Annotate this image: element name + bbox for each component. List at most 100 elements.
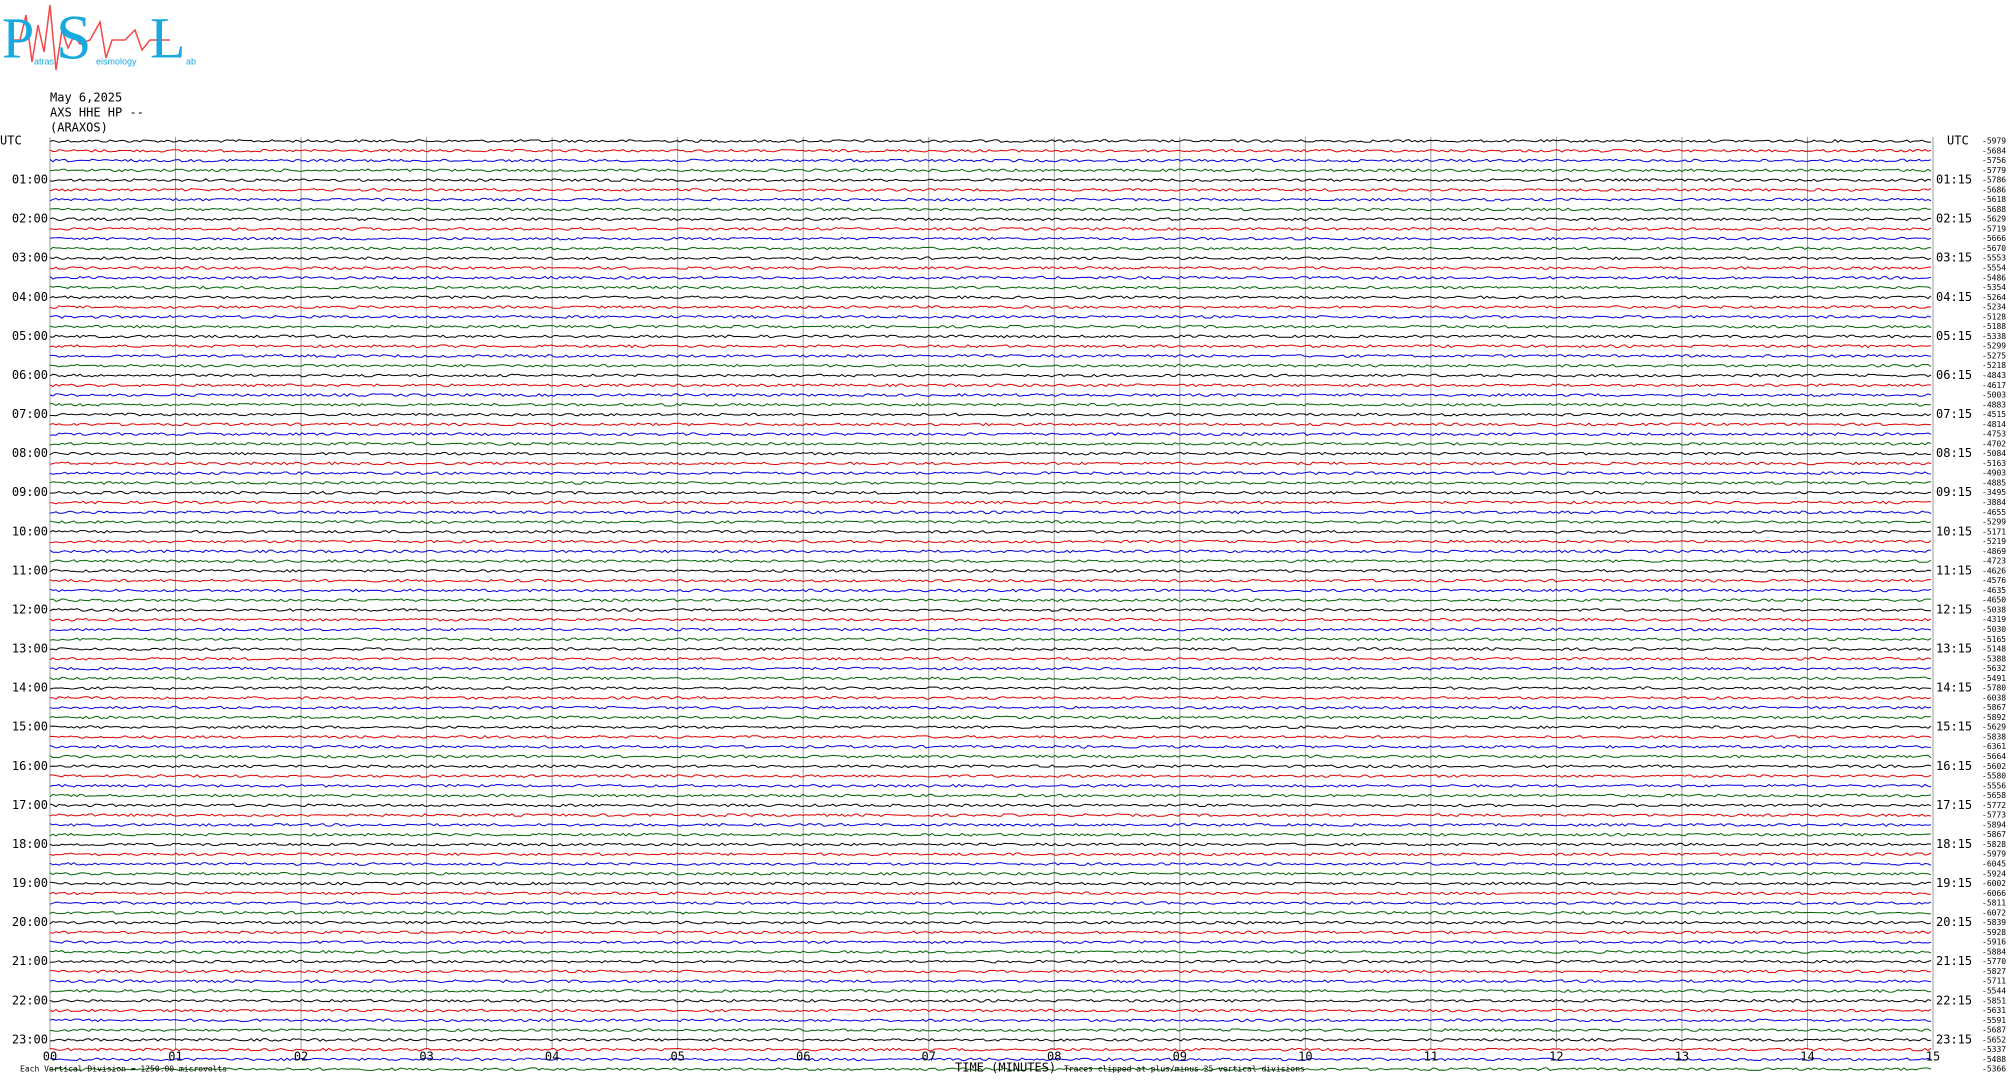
trace-offset: -6045 [1982,859,2006,868]
trace [49,588,1932,593]
hour-label-right: 17:15 [1936,798,1972,812]
time-axis-label: TIME (MINUTES) [955,1061,1056,1075]
hour-label-left: 15:00 [12,720,48,734]
trace-offset: -5163 [1982,459,2006,468]
hour-label-left: 17:00 [12,798,48,812]
hour-label-left: 14:00 [12,681,48,695]
time-tick-label: 06 [796,1050,810,1064]
trace [49,314,1932,319]
trace-offset: -5828 [1982,840,2006,849]
trace-offset: -5979 [1982,850,2006,859]
hour-label-left: 05:00 [12,329,48,343]
trace-offset: -5084 [1982,449,2006,458]
trace-offset: -5264 [1982,293,2006,302]
trace-offset: -5354 [1982,283,2006,292]
trace [49,822,1932,827]
trace [49,461,1932,466]
date: May 6,2025 [50,91,122,105]
trace-offset: -5128 [1982,312,2006,321]
trace-offset: -6038 [1982,693,2006,702]
trace [49,373,1932,378]
trace [49,725,1932,730]
time-tick-label: 13 [1675,1050,1689,1064]
trace-offset: -4753 [1982,430,2006,439]
hour-label-left: UTC [0,134,22,148]
trace-offset: -5827 [1982,967,2006,976]
time-tick-label: 15 [1926,1050,1940,1064]
trace-offset: -4843 [1982,371,2006,380]
trace-offset: -5670 [1982,244,2006,253]
hour-label-right: 12:15 [1936,602,1972,616]
trace [49,656,1932,661]
trace-offset: -4617 [1982,381,2006,390]
trace-offset: -5148 [1982,645,2006,654]
trace [49,246,1931,251]
logo-word: eismology [96,56,137,66]
trace [50,412,1932,417]
trace-offset: -5979 [1982,137,2006,146]
trace-offset: -5867 [1982,703,2006,712]
trace [49,608,1932,612]
hour-label-right: 02:15 [1936,212,1972,226]
trace [49,207,1932,212]
trace-offset: -5491 [1982,674,2006,683]
trace [49,168,1932,173]
hour-label-left: 03:00 [12,251,48,265]
hour-label-left: 07:00 [12,407,48,421]
time-tick-label: 03 [419,1050,433,1064]
trace-offset: -5366 [1982,1065,2006,1074]
trace-offset: -6002 [1982,879,2006,888]
trace [49,1008,1932,1013]
trace-offset: -5839 [1982,918,2006,927]
station: AXS HHE HP -- [50,106,144,120]
time-tick-label: 12 [1549,1050,1563,1064]
trace-offset: -5773 [1982,811,2006,820]
time-tick-label: 00 [43,1050,57,1064]
trace-offset: -5631 [1982,1006,2006,1015]
trace [49,422,1932,427]
trace-offset: -4635 [1982,586,2006,595]
trace-offset: -4903 [1982,469,2006,478]
trace-offset: -4576 [1982,576,2006,585]
trace [49,783,1932,788]
trace [49,490,1932,495]
trace [49,1057,1932,1062]
trace-offset: -5275 [1982,351,2006,360]
trace-offset: -5602 [1982,762,2006,771]
trace [49,744,1932,749]
time-tick-label: 05 [670,1050,684,1064]
trace [49,363,1932,368]
trace [49,266,1932,270]
trace-offset: -6072 [1982,908,2006,917]
hour-label-right: 10:15 [1936,524,1972,538]
hour-label-right: 22:15 [1936,993,1972,1007]
hour-label-left: 04:00 [12,290,48,304]
trace-offset: -5756 [1982,156,2006,165]
hour-label-left: 11:00 [12,563,48,577]
trace-offset: -5779 [1982,166,2006,175]
trace [49,910,1932,915]
trace [49,930,1932,935]
hour-label-left: 16:00 [12,759,48,773]
trace-offset: -5867 [1982,830,2006,839]
trace [49,705,1932,710]
trace-offset: -5486 [1982,273,2006,282]
trace-offset: -5618 [1982,195,2006,204]
trace [49,832,1932,837]
trace [49,188,1932,192]
trace-offset: -5652 [1982,1035,2006,1044]
trace [49,353,1932,358]
trace [49,1047,1932,1052]
trace-offset: -5488 [1982,1055,2006,1064]
logo-letter: P [2,5,34,70]
logo: P atras S eismology L ab [2,2,196,73]
trace [49,617,1932,622]
hour-label-right: 04:15 [1936,290,1972,304]
trace [49,803,1932,808]
trace [49,236,1932,241]
trace-offset: -5556 [1982,781,2006,790]
trace-offset: -5884 [1982,947,2006,956]
trace [49,549,1932,554]
trace [49,1028,1932,1032]
trace-offset: -4814 [1982,420,2006,429]
